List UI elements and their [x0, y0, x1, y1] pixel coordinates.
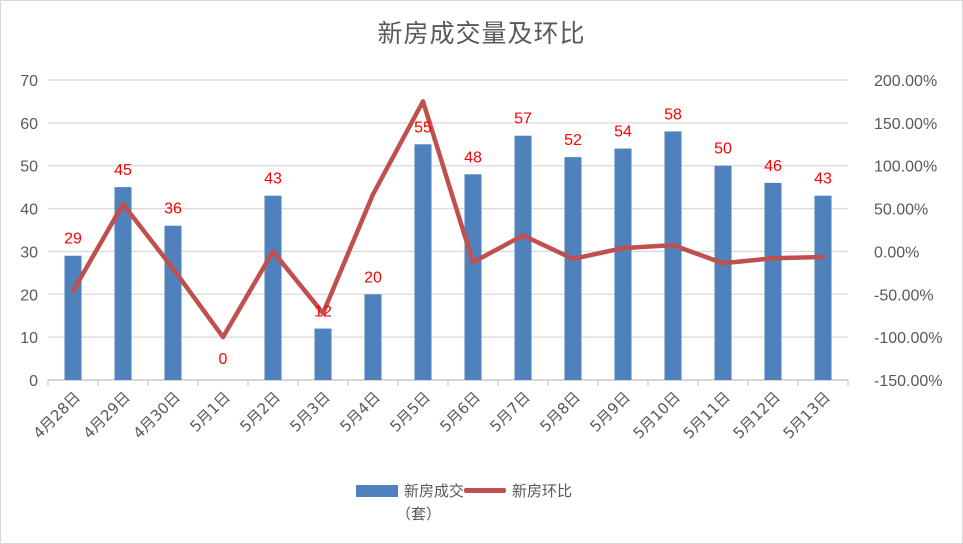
bar — [564, 157, 582, 380]
legend-item-bar: 新房成交 （套） — [356, 480, 464, 524]
data-label: 0 — [219, 351, 228, 368]
right-axis-tick: -50.00% — [874, 287, 934, 304]
bar — [764, 182, 782, 380]
bar — [614, 148, 632, 380]
right-axis-tick: -150.00% — [874, 373, 943, 390]
x-axis-category-label: 5月1日 — [186, 388, 233, 435]
legend-line-swatch — [464, 488, 507, 493]
data-label: 57 — [514, 111, 532, 128]
data-label: 43 — [814, 171, 832, 188]
bar — [264, 195, 282, 380]
x-axis-category-label: 5月9日 — [586, 388, 633, 435]
bar — [514, 135, 532, 380]
left-axis-tick: 20 — [20, 287, 38, 304]
bar — [64, 255, 82, 380]
data-label: 45 — [114, 162, 132, 179]
bar — [814, 195, 832, 380]
legend-line-label: 新房环比 — [512, 482, 573, 500]
left-axis-tick: 30 — [20, 244, 38, 261]
x-axis-category-label: 4月29日 — [80, 388, 134, 442]
bar — [164, 225, 182, 380]
data-label: 12 — [314, 304, 332, 321]
bar — [664, 131, 682, 380]
right-axis-tick: 150.00% — [874, 116, 937, 133]
bar — [464, 174, 482, 380]
bar — [314, 328, 332, 380]
left-axis-tick: 10 — [20, 330, 38, 347]
data-label: 20 — [364, 269, 382, 286]
legend-bar-swatch — [356, 485, 398, 497]
x-axis-category-label: 5月8日 — [536, 388, 583, 435]
trend-line — [70, 99, 826, 340]
right-axis-tick: -100.00% — [874, 330, 943, 347]
left-axis-tick: 50 — [20, 159, 38, 176]
x-axis-category-label: 5月7日 — [486, 388, 533, 435]
left-axis-tick: 0 — [29, 373, 38, 390]
x-axis-category-label: 4月28日 — [30, 388, 84, 442]
legend: 新房成交 （套） 新房环比 — [356, 480, 572, 524]
x-axis-category-label: 4月30日 — [130, 388, 184, 442]
bar — [114, 187, 132, 380]
data-label: 55 — [414, 119, 432, 136]
x-axis-category-label: 5月11日 — [680, 388, 734, 442]
right-axis-tick: 100.00% — [874, 159, 937, 176]
right-axis-tick: 50.00% — [874, 202, 928, 219]
x-axis-category-label: 5月12日 — [730, 388, 784, 442]
x-axis-category-label: 5月10日 — [630, 388, 684, 442]
legend-item-line: 新房环比 — [464, 480, 572, 501]
bar — [414, 144, 432, 380]
x-axis-category-label: 5月3日 — [286, 388, 333, 435]
bar — [714, 165, 732, 380]
x-axis-category-label: 5月13日 — [780, 388, 834, 442]
data-label: 52 — [564, 132, 582, 149]
legend-bar-label: 新房成交 — [404, 482, 465, 500]
right-axis-tick: 200.00% — [874, 73, 937, 90]
data-label: 43 — [264, 171, 282, 188]
left-axis-tick: 60 — [20, 116, 38, 133]
right-axis-tick: 0.00% — [874, 244, 919, 261]
x-axis-category-label: 5月2日 — [236, 388, 283, 435]
data-label: 48 — [464, 149, 482, 166]
x-axis-category-label: 5月5日 — [386, 388, 433, 435]
x-axis-category-label: 5月4日 — [336, 388, 383, 435]
legend-bar-label-unit: （套） — [396, 505, 442, 523]
x-axis-category-label: 5月6日 — [436, 388, 483, 435]
data-label: 36 — [164, 201, 182, 218]
data-label: 54 — [614, 124, 632, 141]
data-label: 58 — [664, 106, 682, 123]
left-axis-tick: 70 — [20, 73, 38, 90]
bar — [364, 294, 382, 380]
data-label: 29 — [64, 231, 82, 248]
left-axis-tick: 40 — [20, 202, 38, 219]
data-label: 46 — [764, 158, 782, 175]
data-label: 50 — [714, 141, 732, 158]
chart-title: 新房成交量及环比 — [377, 19, 586, 48]
